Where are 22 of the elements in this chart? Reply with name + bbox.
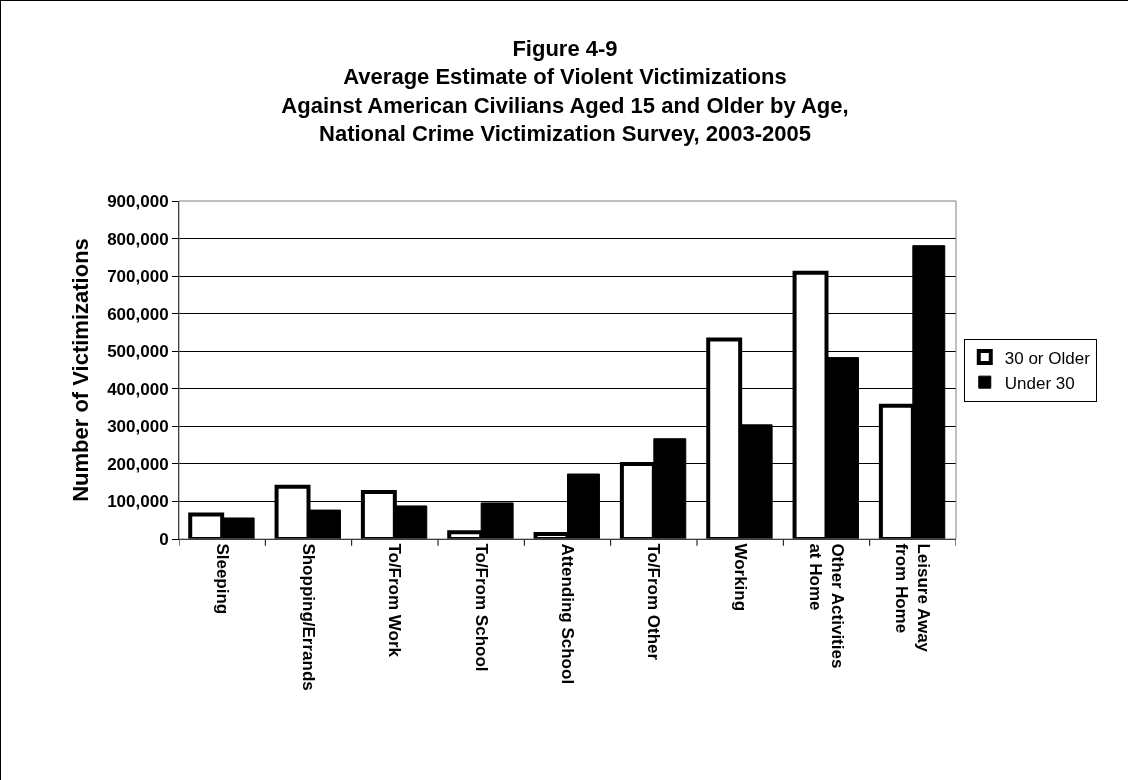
y-tick-label: 400,000 xyxy=(107,379,169,399)
y-tick-label: 100,000 xyxy=(107,492,169,512)
x-tick-label: Other Activities at Home xyxy=(805,543,848,669)
legend-label: 30 or Older xyxy=(1004,348,1091,368)
y-axis-title: Number of Victimizations xyxy=(67,238,93,502)
x-tick-label: To/From Other xyxy=(644,543,664,661)
x-tick-label: Attending School xyxy=(557,543,577,685)
y-tick-label: 700,000 xyxy=(107,267,169,287)
x-tick-label: Sleeping xyxy=(212,543,232,615)
x-tick-label: Shopping/Errands xyxy=(298,543,318,691)
y-tick-label: 500,000 xyxy=(107,342,169,362)
chart-title: Figure 4-9 Average Estimate of Violent Victimizations Against American Civilians Aged 15 and Older by Age, National Crime Victimization Survey, 2003-2005 xyxy=(281,35,849,147)
y-tick-label: 600,000 xyxy=(107,304,169,324)
x-tick-label: To/From Work xyxy=(385,543,405,658)
y-tick-label: 300,000 xyxy=(107,417,169,437)
x-tick-label: To/From School xyxy=(471,543,491,672)
y-tick-label: 900,000 xyxy=(107,191,169,211)
x-tick-label: Working xyxy=(730,543,750,612)
legend-label: Under 30 xyxy=(1004,373,1075,393)
y-tick-label: 800,000 xyxy=(107,229,169,249)
y-tick-label: 200,000 xyxy=(107,454,169,474)
y-tick-label: 0 xyxy=(159,529,169,549)
